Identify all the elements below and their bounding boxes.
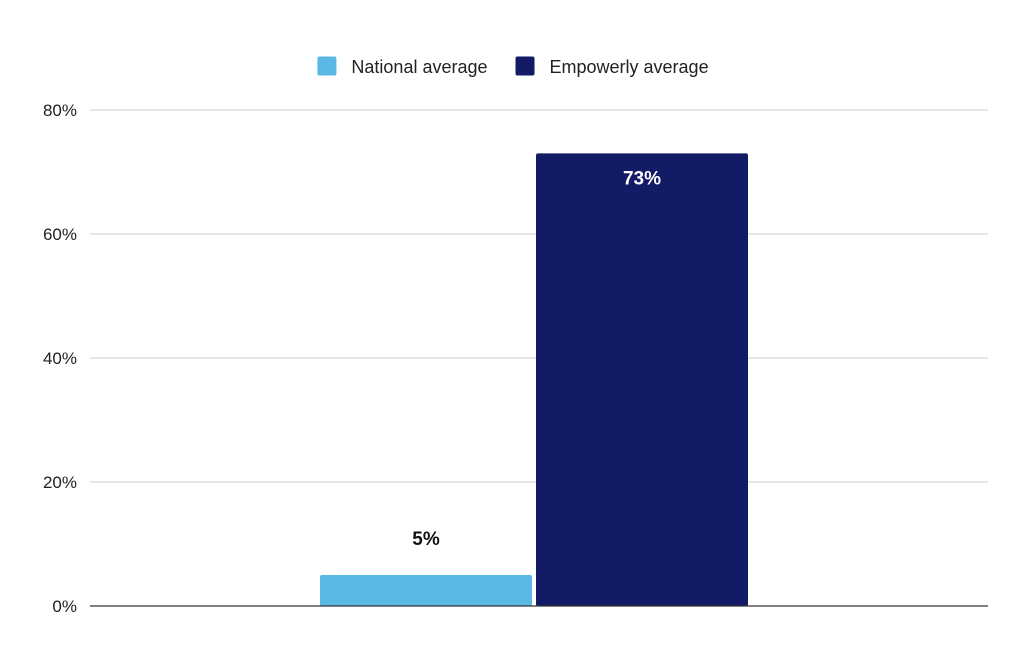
bars [90,153,988,607]
legend-label: Empowerly average [550,57,709,77]
y-tick-label-60: 60% [43,225,77,244]
legend-swatch [515,56,535,76]
y-axis-tick-labels: 0% 20% 40% 60% 80% [43,101,77,616]
legend: National average Empowerly average [317,56,709,77]
bar-national-average [320,575,532,606]
legend-item-national-average: National average [317,56,488,77]
y-tick-label-40: 40% [43,349,77,368]
data-labels: 5% 73% [412,168,661,550]
legend-label: National average [351,57,487,77]
data-label-national-average: 5% [412,529,440,550]
data-label-empowerly-average: 73% [623,168,661,189]
y-tick-label-0: 0% [52,597,77,616]
bar-empowerly-average [536,153,748,606]
y-tick-label-80: 80% [43,101,77,120]
legend-swatch [317,56,337,76]
y-tick-label-20: 20% [43,473,77,492]
legend-item-empowerly-average: Empowerly average [515,56,709,77]
